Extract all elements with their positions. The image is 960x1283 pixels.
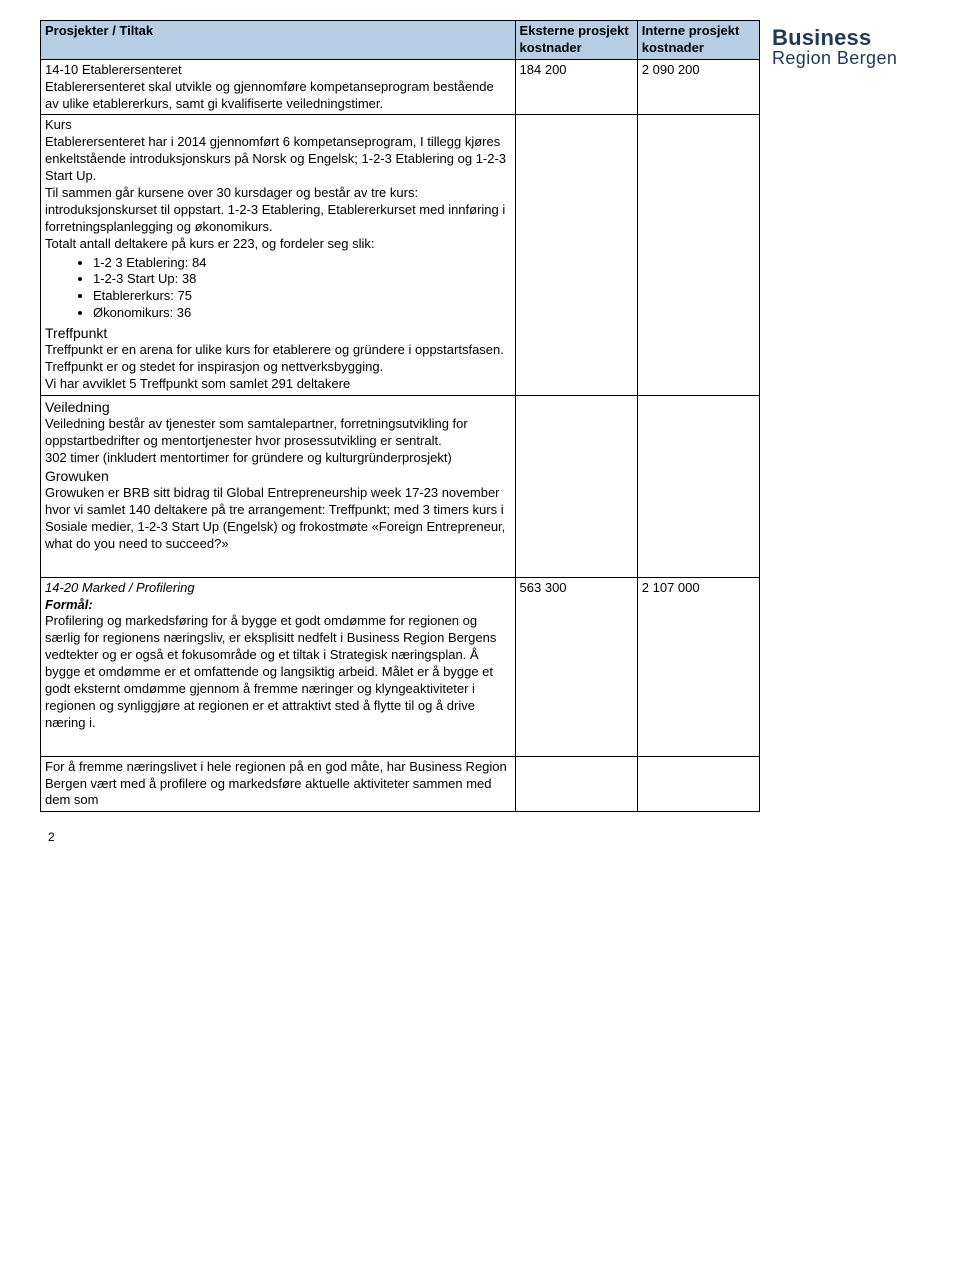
bullet-startup: 1-2-3 Start Up: 38 <box>93 271 511 288</box>
logo: Business Region Bergen <box>772 26 897 68</box>
cell-veiledning-growuken: Veiledning Veiledning består av tjeneste… <box>41 396 516 578</box>
row-title: 14-10 Etablerersenteret <box>45 62 511 79</box>
growuken-heading: Growuken <box>45 467 511 485</box>
row-continuation: For å fremme næringslivet i hele regione… <box>41 756 760 812</box>
page: Prosjekter / Tiltak Eksterne prosjekt ko… <box>40 20 930 844</box>
cell-14-10-ext: 184 200 <box>515 59 637 115</box>
treffpunkt-heading: Treffpunkt <box>45 324 511 342</box>
kurs-p1: Etablerersenteret har i 2014 gjennomført… <box>45 134 511 185</box>
formal-heading: Formål: <box>45 597 511 614</box>
cell-empty-ext-2 <box>515 396 637 578</box>
veiledning-p2: 302 timer (inkludert mentortimer for grü… <box>45 450 511 467</box>
projects-table: Prosjekter / Tiltak Eksterne prosjekt ko… <box>40 20 760 812</box>
row-14-20: 14-20 Marked / Profilering Formål: Profi… <box>41 577 760 756</box>
row-14-10: 14-10 Etablerersenteret Etablerersentere… <box>41 59 760 115</box>
cell-empty-ext-3 <box>515 756 637 812</box>
kurs-bullets: 1-2 3 Etablering: 84 1-2-3 Start Up: 38 … <box>45 255 511 323</box>
continuation-p: For å fremme næringslivet i hele regione… <box>45 759 511 810</box>
table-container: Prosjekter / Tiltak Eksterne prosjekt ko… <box>40 20 760 844</box>
formal-p: Profilering og markedsføring for å bygge… <box>45 613 511 731</box>
veiledning-heading: Veiledning <box>45 398 511 416</box>
veiledning-p1: Veiledning består av tjenester som samta… <box>45 416 511 450</box>
kurs-p2: Til sammen går kursene over 30 kursdager… <box>45 185 511 236</box>
header-projects: Prosjekter / Tiltak <box>41 21 516 60</box>
spacer <box>45 553 511 575</box>
cell-empty-int-1 <box>637 115 759 396</box>
bullet-okonomikurs: Økonomikurs: 36 <box>93 305 511 322</box>
cell-14-20-ext: 563 300 <box>515 577 637 756</box>
cell-continuation: For å fremme næringslivet i hele regione… <box>41 756 516 812</box>
bullet-etablering: 1-2 3 Etablering: 84 <box>93 255 511 272</box>
kurs-p3: Totalt antall deltakere på kurs er 223, … <box>45 236 511 253</box>
cell-empty-int-3 <box>637 756 759 812</box>
cell-14-20-int: 2 107 000 <box>637 577 759 756</box>
table-header-row: Prosjekter / Tiltak Eksterne prosjekt ko… <box>41 21 760 60</box>
logo-line-1: Business <box>772 26 897 49</box>
cell-empty-ext-1 <box>515 115 637 396</box>
kurs-heading: Kurs <box>45 117 511 134</box>
growuken-p: Growuken er BRB sitt bidrag til Global E… <box>45 485 511 553</box>
page-number: 2 <box>40 830 760 844</box>
spacer <box>45 732 511 754</box>
header-internal-costs: Interne prosjekt kostnader <box>637 21 759 60</box>
treffpunkt-p1: Treffpunkt er en arena for ulike kurs fo… <box>45 342 511 376</box>
cell-14-10-int: 2 090 200 <box>637 59 759 115</box>
cell-14-10-desc: 14-10 Etablerersenteret Etablerersentere… <box>41 59 516 115</box>
cell-kurs-treffpunkt: Kurs Etablerersenteret har i 2014 gjenno… <box>41 115 516 396</box>
header-external-costs: Eksterne prosjekt kostnader <box>515 21 637 60</box>
cell-14-20-desc: 14-20 Marked / Profilering Formål: Profi… <box>41 577 516 756</box>
row-veiledning-growuken: Veiledning Veiledning består av tjeneste… <box>41 396 760 578</box>
row-desc: Etablerersenteret skal utvikle og gjenno… <box>45 79 511 113</box>
cell-empty-int-2 <box>637 396 759 578</box>
treffpunkt-p2: Vi har avviklet 5 Treffpunkt som samlet … <box>45 376 511 393</box>
logo-line-2: Region Bergen <box>772 49 897 68</box>
bullet-etablererkurs: Etablererkurs: 75 <box>93 288 511 305</box>
row-kurs-treffpunkt: Kurs Etablerersenteret har i 2014 gjenno… <box>41 115 760 396</box>
row-14-20-title: 14-20 Marked / Profilering <box>45 580 511 597</box>
